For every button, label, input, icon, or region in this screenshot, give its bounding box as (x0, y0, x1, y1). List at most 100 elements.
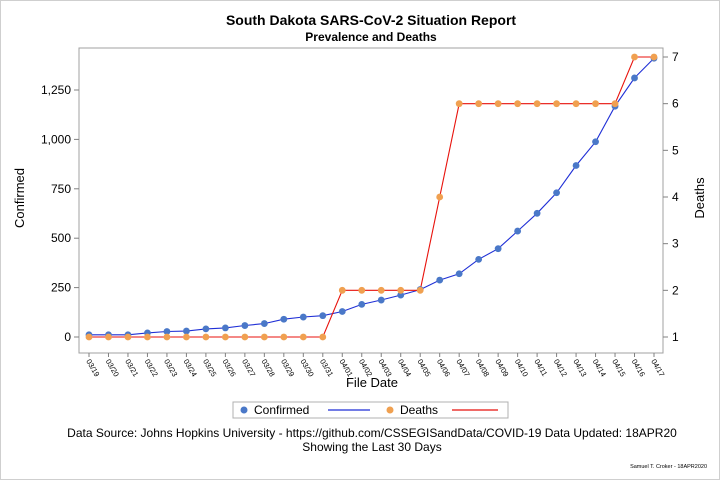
x-tick-label: 04/05 (415, 358, 432, 379)
legend-deaths-label: Deaths (400, 403, 438, 417)
chart-subtitle: Prevalence and Deaths (305, 30, 437, 44)
x-tick-label: 03/24 (182, 358, 199, 379)
deaths-point (260, 333, 268, 341)
x-tick-label: 03/31 (318, 358, 335, 379)
x-tick-label: 04/11 (532, 358, 549, 378)
y2-axis-label: Deaths (692, 177, 707, 219)
footer-source: Data Source: Johns Hopkins University - … (67, 426, 677, 440)
plot-area (78, 47, 664, 354)
deaths-point (416, 286, 424, 294)
confirmed-point (358, 300, 366, 308)
deaths-point (650, 53, 658, 61)
deaths-point (144, 333, 151, 341)
confirmed-point (475, 255, 483, 263)
x-tick-label: 04/08 (474, 358, 491, 379)
series-markers (85, 53, 658, 341)
confirmed-point (436, 276, 444, 284)
confirmed-point (455, 270, 463, 278)
x-axis-label: File Date (346, 375, 398, 390)
deaths-point (124, 333, 132, 341)
deaths-point (202, 333, 210, 341)
confirmed-point (202, 325, 210, 333)
x-tick-label: 04/12 (552, 358, 569, 379)
x-tick-label: 03/25 (201, 358, 218, 379)
x-tick-label: 03/22 (143, 358, 160, 379)
footer-showing: Showing the Last 30 Days (302, 440, 441, 454)
confirmed-point (397, 291, 405, 299)
deaths-point (221, 333, 229, 341)
deaths-point (85, 333, 93, 341)
x-tick-label: 03/28 (260, 358, 277, 379)
y2-tick-label: 1 (672, 330, 679, 344)
x-tick-label: 03/20 (104, 358, 121, 379)
deaths-point (241, 333, 249, 341)
y-tick-label: 0 (64, 330, 71, 344)
legend-box (232, 401, 509, 419)
y-tick-label: 1,000 (41, 132, 71, 146)
x-tick-label: 04/07 (454, 358, 471, 379)
confirmed-point (533, 209, 541, 217)
confirmed-point (514, 227, 522, 235)
x-tick-label: 04/14 (591, 358, 608, 379)
confirmed-point (572, 162, 580, 169)
chart-title: South Dakota SARS-CoV-2 Situation Report (226, 12, 516, 28)
footer-credit: Samuel T. Croker - 18APR2020 (630, 464, 707, 470)
deaths-point (436, 193, 444, 201)
deaths-point (611, 100, 619, 108)
confirmed-point (241, 322, 249, 329)
x-tick-label: 04/15 (610, 358, 627, 379)
legend-confirmed-marker (240, 406, 248, 414)
y2-tick-label: 5 (672, 143, 679, 157)
deaths-point (592, 100, 599, 108)
legend: Confirmed Deaths (232, 401, 509, 419)
deaths-point (533, 100, 541, 108)
deaths-point (631, 53, 638, 61)
y-axis-right: 1 2 3 4 5 6 7 (663, 50, 679, 344)
confirmed-point (631, 74, 638, 82)
deaths-point (455, 100, 463, 108)
confirmed-point (163, 328, 171, 335)
confirmed-point (299, 313, 307, 321)
confirmed-point (280, 315, 288, 323)
deaths-point (572, 100, 580, 108)
confirmed-point (319, 312, 327, 320)
y-tick-label: 1,250 (41, 83, 71, 97)
x-tick-label: 04/10 (513, 358, 530, 379)
deaths-point (280, 333, 288, 341)
deaths-point (475, 100, 483, 108)
confirmed-point (221, 324, 229, 332)
x-tick-label: 04/17 (649, 358, 666, 379)
confirmed-point (260, 320, 268, 327)
y2-tick-label: 2 (672, 283, 679, 297)
deaths-point (183, 333, 190, 341)
x-tick-label: 03/27 (240, 358, 257, 379)
x-tick-label: 03/19 (84, 358, 101, 379)
x-tick-label: 03/23 (162, 358, 179, 379)
deaths-point (163, 333, 171, 341)
x-tick-label: 04/09 (493, 358, 510, 379)
y-axis-left: 0 250 500 750 1,000 1,250 (41, 83, 79, 344)
y-tick-label: 250 (51, 281, 71, 295)
confirmed-point (592, 138, 599, 146)
deaths-point (397, 286, 405, 294)
deaths-point (299, 333, 307, 341)
y-tick-label: 750 (51, 182, 71, 196)
deaths-point (338, 286, 346, 294)
deaths-line (89, 56, 654, 338)
deaths-point (494, 100, 502, 108)
x-tick-label: 03/30 (299, 358, 316, 379)
y2-tick-label: 4 (672, 190, 679, 204)
y2-tick-label: 3 (672, 237, 679, 251)
confirmed-point (183, 327, 190, 335)
x-tick-label: 04/13 (571, 358, 588, 379)
series-lines (89, 56, 655, 338)
deaths-point (377, 286, 385, 294)
x-tick-label: 03/26 (221, 358, 238, 379)
x-tick-label: 03/29 (279, 358, 296, 379)
confirmed-point (553, 189, 560, 197)
confirmed-point (377, 296, 385, 304)
y-axis-label: Confirmed (12, 168, 27, 228)
x-tick-label: 03/21 (123, 358, 140, 379)
